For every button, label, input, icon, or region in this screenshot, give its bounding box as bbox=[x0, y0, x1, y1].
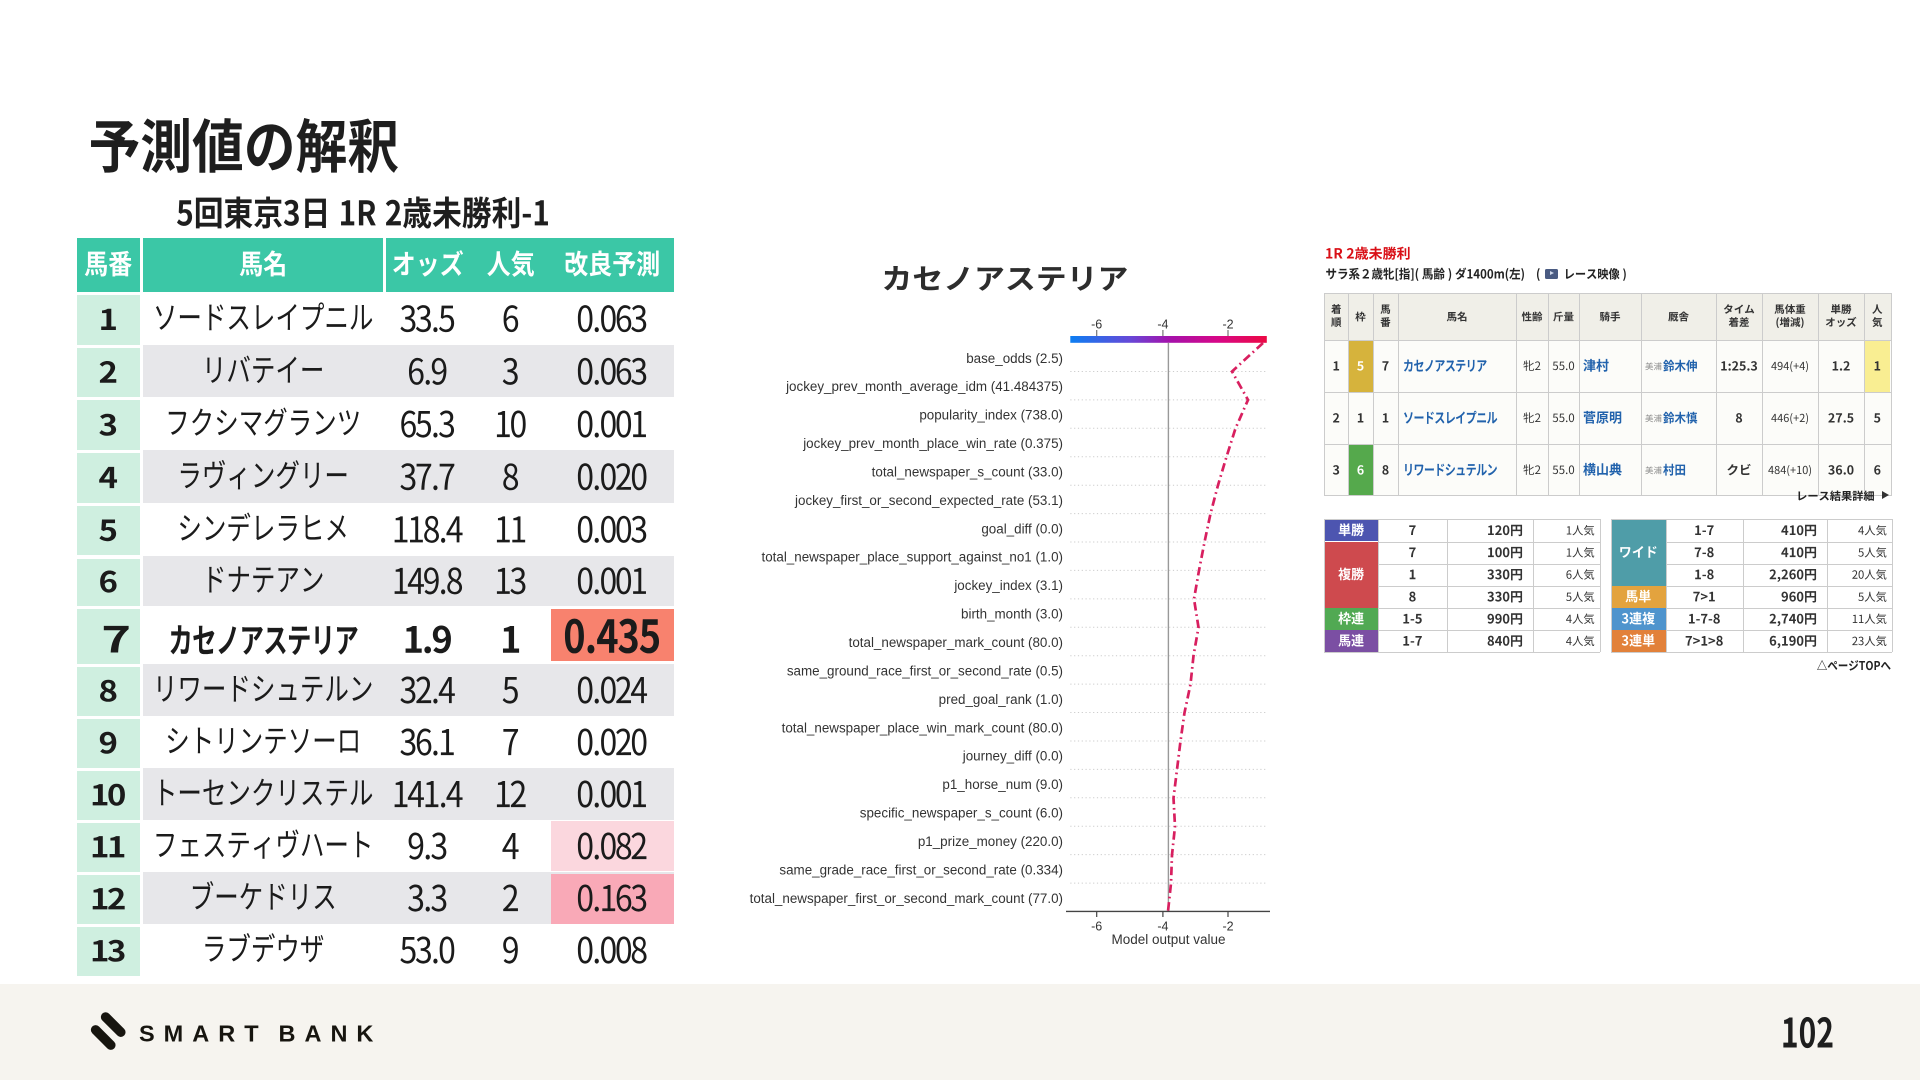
svg-text:total_newspaper_place_win_mark: total_newspaper_place_win_mark_count (80… bbox=[782, 720, 1063, 735]
svg-text:-6: -6 bbox=[1091, 318, 1102, 332]
svg-text:-4: -4 bbox=[1157, 318, 1168, 332]
svg-text:total_newspaper_first_or_secon: total_newspaper_first_or_second_mark_cou… bbox=[750, 891, 1063, 906]
svg-text:same_ground_race_first_or_seco: same_ground_race_first_or_second_rate (0… bbox=[787, 663, 1063, 678]
svg-text:p1_prize_money (220.0): p1_prize_money (220.0) bbox=[918, 834, 1063, 849]
svg-text:pred_goal_rank (1.0): pred_goal_rank (1.0) bbox=[939, 692, 1063, 707]
svg-text:-6: -6 bbox=[1091, 920, 1102, 934]
svg-text:jockey_prev_month_place_win_ra: jockey_prev_month_place_win_rate (0.375) bbox=[802, 436, 1063, 451]
svg-text:total_newspaper_place_support_: total_newspaper_place_support_against_no… bbox=[761, 550, 1063, 565]
svg-text:-2: -2 bbox=[1222, 920, 1233, 934]
svg-text:birth_month (3.0): birth_month (3.0) bbox=[961, 607, 1063, 622]
svg-text:total_newspaper_s_count (33.0): total_newspaper_s_count (33.0) bbox=[872, 465, 1063, 480]
svg-text:SMART BANK: SMART BANK bbox=[139, 1021, 382, 1047]
svg-text:same_grade_race_first_or_secon: same_grade_race_first_or_second_rate (0.… bbox=[779, 862, 1063, 877]
svg-text:jockey_index (3.1): jockey_index (3.1) bbox=[953, 578, 1063, 593]
svg-text:jockey_first_or_second_expecte: jockey_first_or_second_expected_rate (53… bbox=[794, 493, 1063, 508]
svg-text:base_odds (2.5): base_odds (2.5) bbox=[966, 351, 1063, 366]
svg-text:journey_diff (0.0): journey_diff (0.0) bbox=[962, 749, 1063, 764]
svg-text:p1_horse_num (9.0): p1_horse_num (9.0) bbox=[942, 777, 1063, 792]
svg-text:-4: -4 bbox=[1157, 920, 1168, 934]
svg-text:total_newspaper_mark_count (80: total_newspaper_mark_count (80.0) bbox=[849, 635, 1063, 650]
svg-text:specific_newspaper_s_count (6.: specific_newspaper_s_count (6.0) bbox=[860, 806, 1063, 821]
svg-text:-2: -2 bbox=[1222, 318, 1233, 332]
svg-text:goal_diff (0.0): goal_diff (0.0) bbox=[981, 521, 1063, 536]
svg-text:Model output value: Model output value bbox=[1111, 932, 1225, 947]
svg-text:popularity_index (738.0): popularity_index (738.0) bbox=[919, 408, 1063, 423]
svg-text:jockey_prev_month_average_idm: jockey_prev_month_average_idm (41.484375… bbox=[785, 379, 1063, 394]
